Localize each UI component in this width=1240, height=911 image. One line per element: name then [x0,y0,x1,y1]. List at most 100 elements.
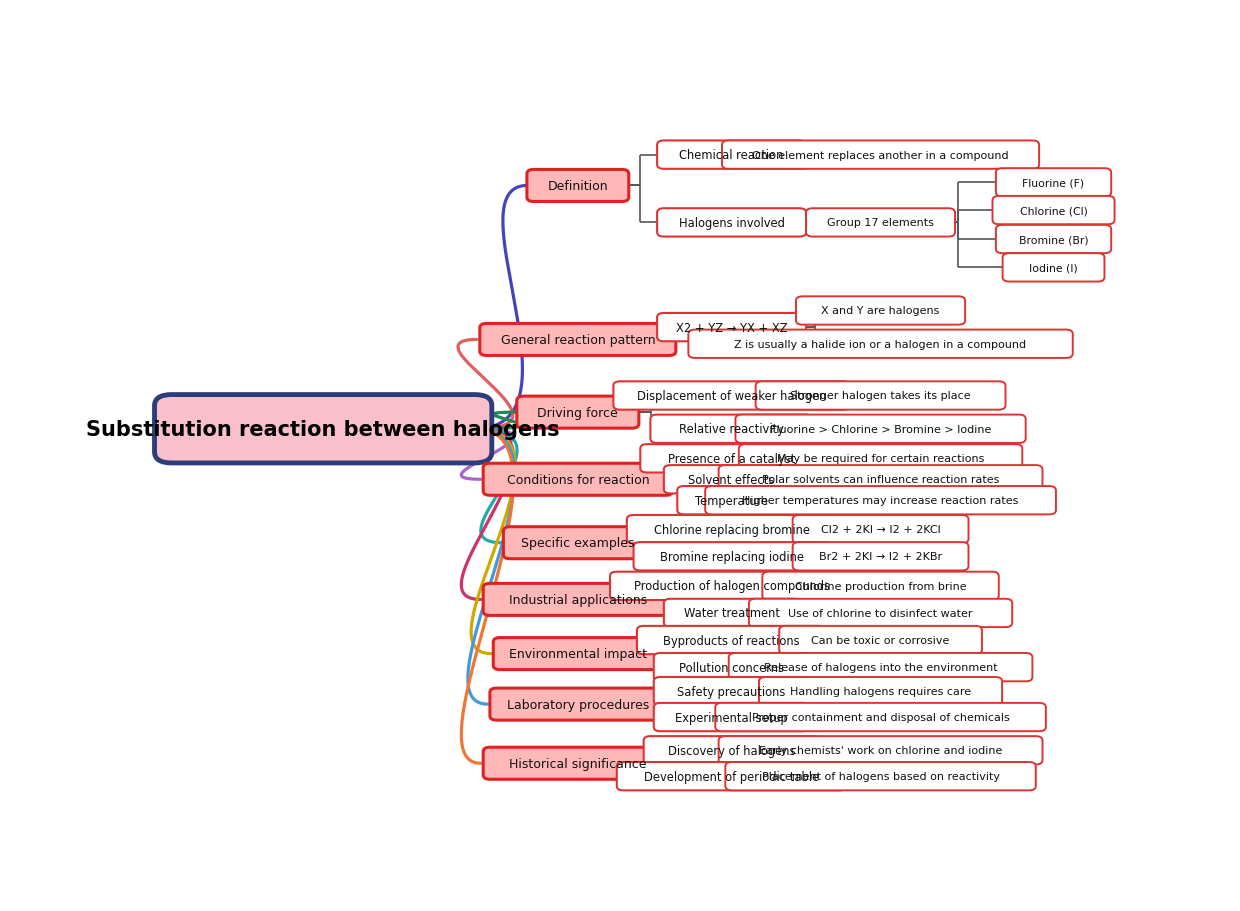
Text: Cl2 + 2KI → I2 + 2KCl: Cl2 + 2KI → I2 + 2KCl [821,525,940,535]
FancyBboxPatch shape [651,415,812,444]
Text: Laboratory procedures: Laboratory procedures [507,698,649,711]
FancyBboxPatch shape [725,763,1035,791]
FancyBboxPatch shape [806,209,955,237]
Text: Chlorine replacing bromine: Chlorine replacing bromine [653,523,810,536]
Text: Byproducts of reactions: Byproducts of reactions [663,634,800,647]
Text: One element replaces another in a compound: One element replaces another in a compou… [753,150,1009,160]
FancyBboxPatch shape [517,396,639,429]
FancyBboxPatch shape [739,445,1022,473]
Text: Safety precautions: Safety precautions [677,685,786,698]
Text: Driving force: Driving force [537,406,619,419]
Text: Discovery of halogens: Discovery of halogens [668,744,795,757]
Text: Z is usually a halide ion or a halogen in a compound: Z is usually a halide ion or a halogen i… [734,340,1027,349]
Text: Early chemists' work on chlorine and iodine: Early chemists' work on chlorine and iod… [759,745,1002,755]
FancyBboxPatch shape [614,382,849,410]
FancyBboxPatch shape [749,599,1012,628]
FancyBboxPatch shape [755,382,1006,410]
FancyBboxPatch shape [677,486,786,515]
Text: Substitution reaction between halogens: Substitution reaction between halogens [87,419,560,439]
Text: Development of periodic table: Development of periodic table [644,770,820,783]
FancyBboxPatch shape [1003,254,1105,282]
FancyBboxPatch shape [484,584,672,616]
Text: Chlorine production from brine: Chlorine production from brine [795,581,966,591]
Text: Iodine (I): Iodine (I) [1029,263,1078,273]
FancyBboxPatch shape [996,226,1111,254]
Text: May be required for certain reactions: May be required for certain reactions [777,454,985,464]
FancyBboxPatch shape [706,486,1056,515]
Text: Bromine (Br): Bromine (Br) [1019,235,1089,245]
FancyBboxPatch shape [715,703,1045,732]
FancyBboxPatch shape [484,747,672,780]
FancyBboxPatch shape [779,626,982,654]
FancyBboxPatch shape [759,677,1002,705]
Text: Environmental impact: Environmental impact [508,648,647,660]
FancyBboxPatch shape [653,703,810,732]
FancyBboxPatch shape [480,324,676,356]
Text: Placement of halogens based on reactivity: Placement of halogens based on reactivit… [761,772,999,782]
Text: Proper containment and disposal of chemicals: Proper containment and disposal of chemi… [751,712,1009,722]
FancyBboxPatch shape [663,599,800,628]
Text: Can be toxic or corrosive: Can be toxic or corrosive [811,635,950,645]
FancyBboxPatch shape [657,141,806,169]
Text: Water treatment: Water treatment [683,607,780,619]
Text: Historical significance: Historical significance [510,757,646,770]
FancyBboxPatch shape [640,445,823,473]
FancyBboxPatch shape [992,197,1115,225]
FancyBboxPatch shape [637,626,826,654]
Text: Solvent effects: Solvent effects [688,473,775,486]
FancyBboxPatch shape [653,653,810,681]
FancyBboxPatch shape [484,464,672,496]
FancyBboxPatch shape [719,736,1043,764]
FancyBboxPatch shape [494,638,662,670]
Text: X2 + YZ → YX + XZ: X2 + YZ → YX + XZ [676,322,787,334]
FancyBboxPatch shape [155,395,492,464]
Text: Halogens involved: Halogens involved [678,217,785,230]
FancyBboxPatch shape [644,736,820,764]
FancyBboxPatch shape [796,297,965,325]
Text: Br2 + 2KI → I2 + 2KBr: Br2 + 2KI → I2 + 2KBr [818,552,942,562]
Text: Presence of a catalyst: Presence of a catalyst [668,453,795,466]
Text: Specific examples: Specific examples [521,537,635,549]
Text: Industrial applications: Industrial applications [508,593,647,606]
Text: Use of chlorine to disinfect water: Use of chlorine to disinfect water [789,609,973,619]
Text: Release of halogens into the environment: Release of halogens into the environment [764,662,997,672]
FancyBboxPatch shape [663,466,800,494]
Text: Displacement of weaker halogen: Displacement of weaker halogen [637,390,826,403]
FancyBboxPatch shape [996,169,1111,198]
FancyBboxPatch shape [627,516,836,544]
FancyBboxPatch shape [688,330,1073,359]
FancyBboxPatch shape [729,653,1033,681]
FancyBboxPatch shape [616,763,847,791]
Text: Temperature: Temperature [696,494,768,507]
FancyBboxPatch shape [722,141,1039,169]
FancyBboxPatch shape [527,170,629,202]
FancyBboxPatch shape [719,466,1043,494]
FancyBboxPatch shape [735,415,1025,444]
Text: Handling halogens requires care: Handling halogens requires care [790,686,971,696]
Text: Definition: Definition [548,179,608,193]
FancyBboxPatch shape [634,543,830,571]
Text: Higher temperatures may increase reaction rates: Higher temperatures may increase reactio… [743,496,1019,506]
FancyBboxPatch shape [792,543,968,571]
Text: Bromine replacing iodine: Bromine replacing iodine [660,550,804,563]
Text: Stronger halogen takes its place: Stronger halogen takes its place [790,391,971,401]
FancyBboxPatch shape [653,677,810,705]
Text: General reaction pattern: General reaction pattern [501,333,655,346]
FancyBboxPatch shape [503,527,652,559]
FancyBboxPatch shape [792,516,968,544]
Text: Polar solvents can influence reaction rates: Polar solvents can influence reaction ra… [761,475,999,485]
FancyBboxPatch shape [657,313,806,342]
Text: Production of halogen compounds: Production of halogen compounds [634,579,830,593]
Text: Chlorine (Cl): Chlorine (Cl) [1019,206,1087,216]
Text: Fluorine > Chlorine > Bromine > Iodine: Fluorine > Chlorine > Bromine > Iodine [770,425,991,435]
Text: Relative reactivity: Relative reactivity [680,423,784,435]
Text: Conditions for reaction: Conditions for reaction [506,473,650,486]
Text: X and Y are halogens: X and Y are halogens [821,306,940,316]
FancyBboxPatch shape [657,209,806,237]
Text: Experimental setup: Experimental setup [676,711,787,723]
Text: Pollution concerns: Pollution concerns [680,660,784,674]
Text: Chemical reaction: Chemical reaction [680,149,784,162]
FancyBboxPatch shape [490,689,666,721]
FancyBboxPatch shape [610,572,853,600]
Text: Group 17 elements: Group 17 elements [827,218,934,228]
